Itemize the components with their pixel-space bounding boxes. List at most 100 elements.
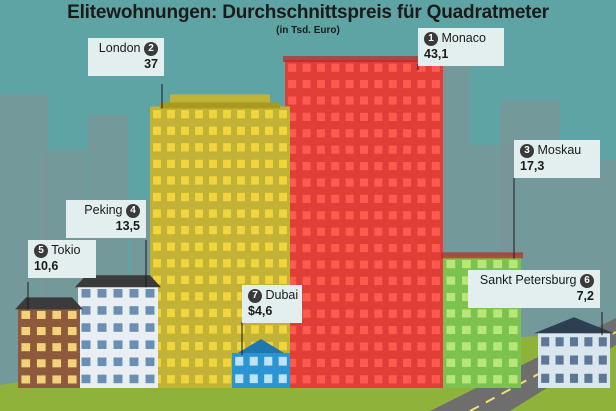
bar-roof-trim <box>283 56 445 62</box>
window <box>302 194 311 204</box>
window <box>388 96 397 105</box>
window <box>278 356 287 366</box>
window <box>209 242 217 251</box>
window <box>288 129 297 138</box>
window <box>288 145 297 154</box>
window <box>288 112 297 122</box>
window <box>288 244 297 253</box>
window <box>374 358 383 368</box>
window <box>251 110 259 119</box>
window <box>331 80 340 89</box>
window <box>359 80 369 89</box>
window <box>403 129 412 138</box>
window <box>359 326 369 335</box>
window <box>359 309 369 318</box>
window <box>153 275 161 284</box>
window <box>265 176 273 185</box>
window <box>167 325 175 334</box>
data-label: 7,2 <box>576 289 594 303</box>
window <box>359 358 369 368</box>
window <box>331 211 340 220</box>
window <box>223 259 231 268</box>
window <box>279 226 287 235</box>
window <box>431 358 440 368</box>
window <box>374 211 383 220</box>
window <box>265 325 273 334</box>
window <box>345 342 354 351</box>
window <box>446 276 456 285</box>
window <box>403 375 412 384</box>
window <box>167 159 175 169</box>
category-name: Tokio <box>51 243 81 257</box>
window <box>36 359 46 368</box>
window <box>237 242 245 251</box>
category-label: London 2 <box>94 41 158 56</box>
chart-subtitle: (in Tsd. Euro) <box>276 25 340 36</box>
window <box>153 143 161 152</box>
window <box>446 358 456 367</box>
window <box>403 276 412 286</box>
rank-badge: 5 <box>34 244 48 258</box>
window <box>417 358 426 368</box>
window <box>181 126 189 135</box>
window <box>431 162 440 171</box>
window <box>302 227 311 236</box>
window <box>265 159 273 169</box>
window <box>331 145 340 154</box>
window <box>316 145 325 154</box>
window <box>359 129 369 138</box>
window <box>417 211 426 220</box>
window <box>359 162 369 171</box>
window <box>209 325 217 334</box>
window <box>302 375 311 384</box>
window <box>446 325 456 335</box>
window <box>167 341 175 351</box>
value-label-sankt-petersburg: Sankt Petersburg 6 7,2 <box>468 270 600 308</box>
window <box>181 325 189 334</box>
window <box>181 159 189 169</box>
window <box>36 310 46 319</box>
window <box>403 309 412 318</box>
window <box>288 194 297 204</box>
window <box>223 143 231 152</box>
window <box>431 112 440 122</box>
window <box>153 209 161 218</box>
window <box>374 145 383 154</box>
window <box>403 358 412 368</box>
bar-roof <box>15 297 83 310</box>
window <box>181 110 189 119</box>
window <box>279 110 287 119</box>
window <box>374 326 383 335</box>
window <box>302 96 311 105</box>
window <box>81 289 91 298</box>
window <box>153 242 161 251</box>
window <box>21 359 31 368</box>
window <box>359 375 369 384</box>
category-name: London <box>98 41 141 55</box>
window <box>431 129 440 138</box>
window <box>374 162 383 171</box>
window <box>431 63 440 72</box>
window <box>67 359 77 368</box>
window <box>52 327 62 336</box>
window <box>97 374 107 384</box>
window <box>316 293 325 302</box>
value-label-monaco: 1 Monaco 43,1 <box>418 28 504 66</box>
window <box>431 293 440 302</box>
window <box>477 309 487 318</box>
window <box>431 309 440 318</box>
value-label-dubai: 7 Dubai $4,6 <box>242 285 302 323</box>
window <box>251 325 259 334</box>
rank-badge: 3 <box>520 144 534 158</box>
window <box>251 259 259 268</box>
bar-body <box>78 285 158 388</box>
window <box>181 358 189 367</box>
category-label: Sankt Petersburg 6 <box>474 273 594 288</box>
window <box>462 259 471 269</box>
window <box>388 342 397 351</box>
window <box>209 375 217 384</box>
window <box>508 325 518 335</box>
window <box>555 337 564 347</box>
window <box>359 211 369 220</box>
window <box>462 375 471 384</box>
